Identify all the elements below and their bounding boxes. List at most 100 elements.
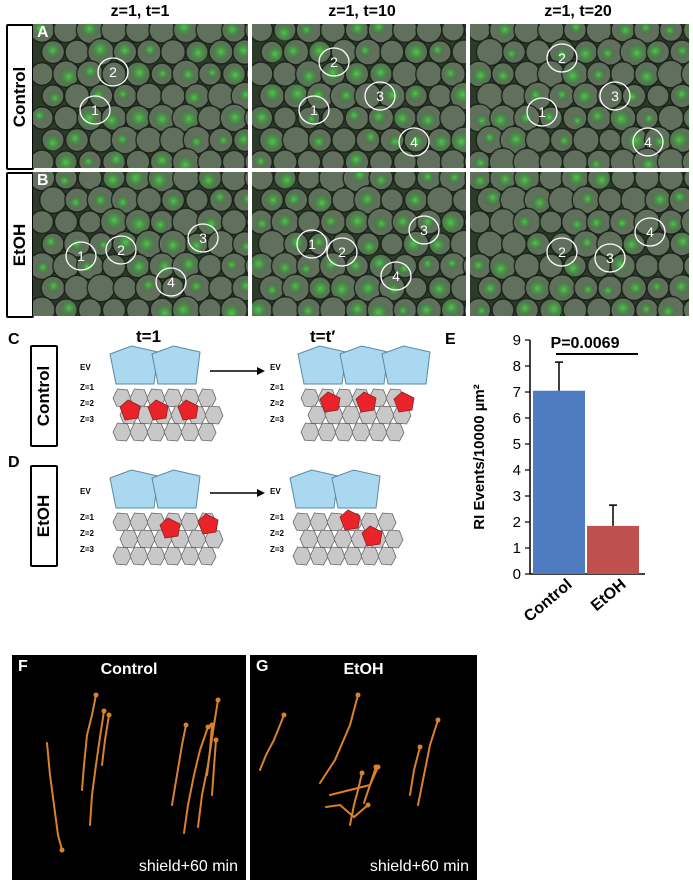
tracked-cell-outline — [398, 127, 430, 157]
etoh-track — [349, 772, 363, 826]
control-track — [206, 724, 213, 776]
control-track-end — [93, 692, 99, 698]
z1-label-2: Z=1 — [270, 383, 285, 392]
control-t1-ri-cell — [147, 399, 169, 421]
control-tprime-cell — [341, 405, 361, 425]
tracks-etoh-caption: shield+60 min — [369, 858, 469, 875]
column-header-1: z=1, t=1 — [110, 3, 170, 20]
panel-letter-g: G — [256, 658, 269, 675]
control-t1-cell — [129, 422, 149, 442]
bar-etoh — [587, 525, 639, 574]
row-label-control: Control — [10, 66, 29, 128]
control-tprime-cell — [317, 422, 337, 442]
control-tprime-cell — [351, 422, 371, 442]
tracked-cell-outline — [79, 95, 111, 125]
etoh-track — [259, 714, 285, 771]
row-label-etoh: EtOH — [10, 223, 29, 267]
control-t1-cell — [197, 388, 217, 408]
tracked-cell-number: 1 — [310, 102, 318, 118]
etoh-t1-cell — [119, 529, 139, 549]
z3-label-4: Z=3 — [270, 545, 285, 554]
control-track-end — [215, 697, 221, 703]
tracked-cell-number: 2 — [338, 244, 346, 260]
control-t1-ri-cell — [119, 399, 141, 421]
control-tprime-ri-cell — [393, 391, 415, 413]
control-t1-cell — [204, 405, 224, 425]
control-track — [211, 739, 217, 796]
tracked-cell-outline — [65, 241, 97, 271]
tracked-cell-outline — [634, 217, 666, 247]
control-t1-cell — [163, 422, 183, 442]
y-tick-label: 6 — [513, 410, 521, 427]
etoh-track-end — [359, 770, 365, 776]
z2-label: Z=2 — [80, 399, 95, 408]
control-tprime-ri-cell — [355, 391, 377, 413]
tracks-etoh-title: EtOH — [343, 661, 384, 678]
panel-letter-d: D — [8, 454, 20, 471]
ev-label-4: EV — [270, 487, 281, 496]
tracked-cell-number: 2 — [117, 242, 125, 258]
y-tick-label: 7 — [513, 384, 521, 401]
tracked-cell-outline — [380, 261, 412, 291]
z3-label-3: Z=3 — [80, 545, 95, 554]
etoh-tprime-cell — [292, 512, 312, 532]
ev-label: EV — [80, 363, 91, 372]
control-track — [183, 726, 209, 834]
bar-control — [533, 390, 585, 574]
etoh-track — [417, 719, 439, 806]
micrograph-etoh-t20: 2 3 4 — [470, 172, 689, 316]
tracked-cell-outline — [408, 215, 440, 245]
tracked-cell-outline — [318, 47, 350, 77]
tracked-cell-outline — [298, 95, 330, 125]
control-t1-cell — [180, 422, 200, 442]
z2-label-4: Z=2 — [270, 529, 285, 538]
tracked-cell-outline — [546, 43, 578, 73]
panel-letter-b: B — [37, 172, 49, 189]
schematic-tprime-label: t=t′ — [310, 327, 336, 346]
tracked-cell-outline — [97, 57, 129, 87]
etoh-t1-cell — [180, 546, 200, 566]
schematic-t1-label: t=1 — [136, 327, 162, 346]
tracked-cell-number: 1 — [91, 102, 99, 118]
y-tick-label: 5 — [513, 436, 521, 453]
tracks-control-drawing — [46, 692, 221, 853]
etoh-tprime-cell — [384, 529, 404, 549]
control-track-end — [101, 708, 107, 714]
etoh-tprime-cell — [309, 512, 329, 532]
etoh-tprime-cell — [326, 546, 346, 566]
schematic-control-label: Control — [34, 365, 53, 427]
control-arrow-head — [257, 367, 265, 375]
z3-label-2: Z=3 — [270, 415, 285, 424]
control-tprime-ev-cell — [297, 345, 347, 385]
tracked-cell-number: 3 — [199, 230, 207, 246]
tracked-cell-number: 2 — [330, 54, 338, 70]
p-value-annotation: P=0.0069 — [551, 335, 620, 352]
z1-label: Z=1 — [80, 383, 95, 392]
etoh-tprime-cell — [299, 529, 319, 549]
etoh-tprime-cell — [333, 529, 353, 549]
tracks-etoh-panel: G EtOH shield+60 min — [250, 655, 477, 880]
etoh-tprime-cell — [316, 529, 336, 549]
control-t1-cell — [197, 422, 217, 442]
etoh-tprime-cell — [377, 546, 397, 566]
micrograph-control-t10: 1 2 3 4 — [252, 24, 466, 168]
panel-letter-c: C — [8, 331, 20, 348]
etoh-arrow-head — [257, 489, 265, 497]
etoh-t1-cell — [112, 546, 132, 566]
etoh-track-end — [355, 692, 361, 698]
category-label: EtOH — [588, 576, 630, 615]
tracked-cell-number: 4 — [646, 224, 654, 240]
etoh-t1-ri-cell — [159, 517, 181, 539]
tracks-control-caption: shield+60 min — [138, 858, 238, 875]
tracked-cell-outline — [599, 81, 631, 111]
etoh-track-end — [281, 712, 287, 718]
etoh-tprime-ri-cell — [361, 525, 383, 547]
control-tprime-ri-cell — [319, 391, 341, 413]
control-tprime-cell — [300, 422, 320, 442]
panel-letter-f: F — [18, 658, 28, 675]
tracked-cell-number: 4 — [410, 134, 418, 150]
etoh-t1-ev-cell — [151, 469, 201, 509]
control-tprime-ev-cell — [339, 345, 389, 385]
tracked-cell-number: 3 — [420, 222, 428, 238]
bar-chart: 0 1 2 3 4 5 6 7 8 9 RI Events/10000 µm² Control EtOH… — [471, 332, 645, 626]
